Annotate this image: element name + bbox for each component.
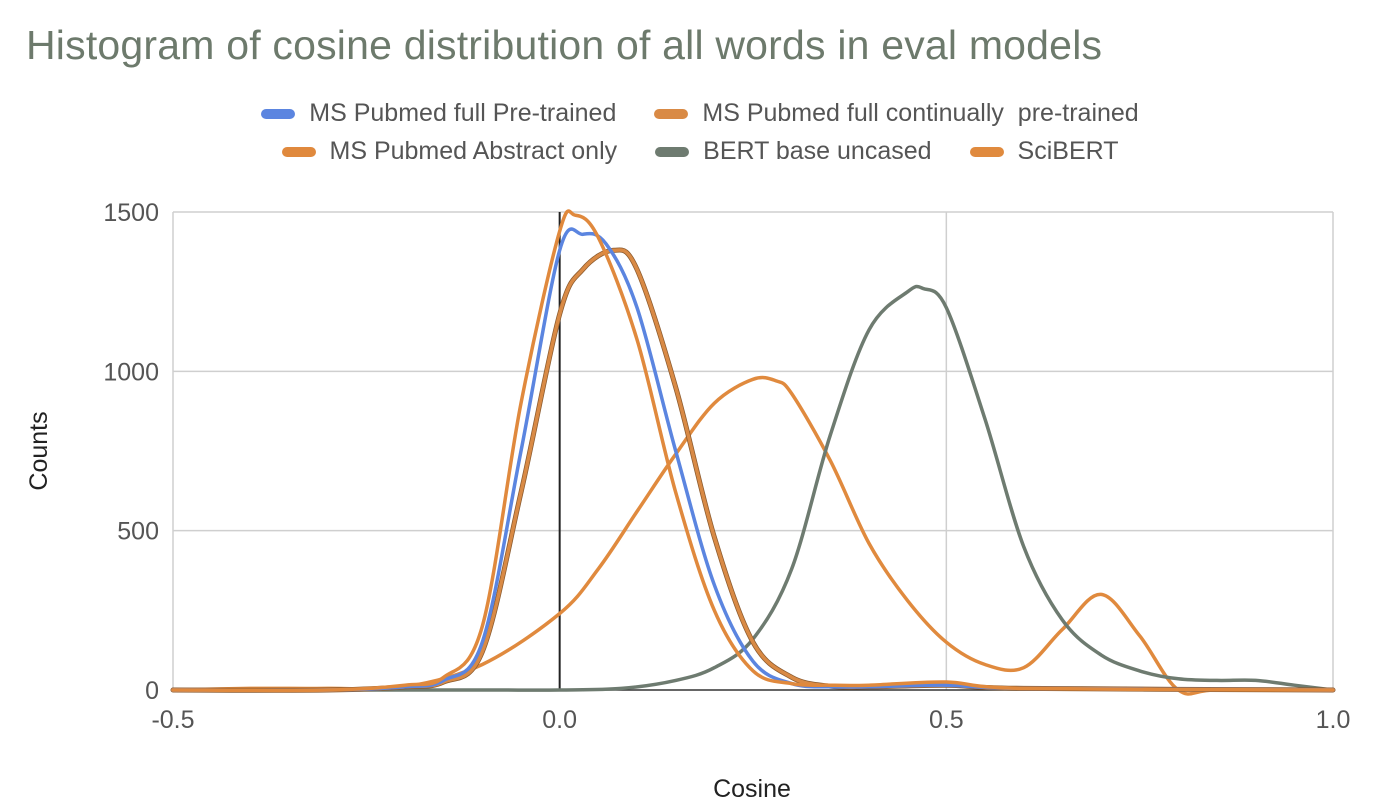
- chart-title: Histogram of cosine distribution of all …: [26, 22, 1103, 68]
- legend-item-scibert[interactable]: SciBERT: [969, 137, 1119, 166]
- series-line: [171, 284, 1335, 692]
- series-line-outline: [170, 247, 1336, 693]
- legend-row-2: MS Pubmed Abstract only BERT base uncase…: [0, 137, 1400, 166]
- series-bert-base-uncased: [171, 284, 1335, 692]
- y-tick-label: 1500: [103, 199, 159, 227]
- gridlines: [172, 211, 1334, 690]
- series-line: [171, 227, 1335, 692]
- legend-swatch-icon: [655, 146, 690, 157]
- x-tick-label: 0.0: [542, 706, 577, 734]
- legend-label: MS Pubmed full continually pre-trained: [702, 99, 1139, 127]
- legend-label: MS Pubmed Abstract only: [329, 137, 618, 165]
- legend-label: MS Pubmed full Pre-trained: [309, 99, 617, 127]
- legend-label: SciBERT: [1017, 137, 1119, 165]
- series-line: [171, 209, 1335, 693]
- series-lines: [170, 209, 1336, 696]
- legend-swatch-icon: [281, 146, 316, 157]
- legend-swatch-icon: [654, 108, 689, 119]
- y-axis-title: Counts: [25, 411, 53, 490]
- legend-item-ms-pubmed-abstract-only[interactable]: MS Pubmed Abstract only: [281, 137, 618, 166]
- legend-swatch-icon: [969, 146, 1004, 157]
- legend-swatch-icon: [261, 108, 296, 119]
- y-tick-label: 1000: [103, 358, 159, 386]
- legend-item-bert-base-uncased[interactable]: BERT base uncased: [655, 137, 932, 166]
- series-ms-pubmed-full-pre-trained: [171, 227, 1335, 692]
- legend-label: BERT base uncased: [703, 137, 932, 165]
- legend-item-ms-pubmed-full-pretrained[interactable]: MS Pubmed full Pre-trained: [261, 99, 616, 128]
- series-ms-pubmed-full-continually-pre-trained: [170, 247, 1336, 693]
- x-tick-label: 0.5: [929, 706, 964, 734]
- legend-item-ms-pubmed-full-continually-pretrained[interactable]: MS Pubmed full continually pre-trained: [654, 99, 1139, 128]
- legend-row-1: MS Pubmed full Pre-trained MS Pubmed ful…: [0, 99, 1400, 128]
- x-tick-label: -0.5: [151, 706, 194, 734]
- x-axis-title: Cosine: [713, 775, 791, 803]
- x-tick-label: 1.0: [1316, 706, 1351, 734]
- y-tick-label: 500: [117, 518, 159, 546]
- series-line: [171, 248, 1335, 692]
- tick-labels: 0 500 1000 1500 -0.5 0.0 0.5 1.0: [103, 199, 1350, 734]
- series-ms-pubmed-abstract-only: [171, 209, 1335, 693]
- y-tick-label: 0: [145, 677, 159, 705]
- axes: [173, 212, 1333, 691]
